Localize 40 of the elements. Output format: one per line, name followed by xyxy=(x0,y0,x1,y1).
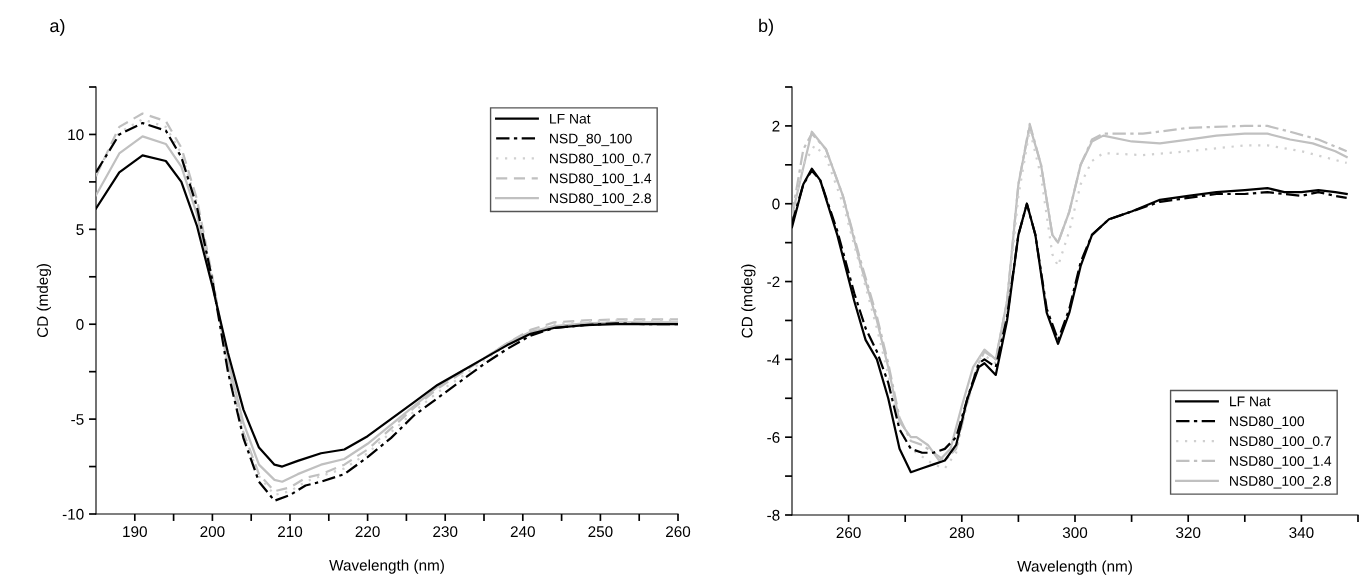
y-axis-title: CD (mdeg) xyxy=(36,264,51,338)
y-tick-label: 0 xyxy=(772,198,780,210)
y-tick-label: 2 xyxy=(772,120,780,132)
legend-label: NSD80_100_0.7 xyxy=(550,153,651,166)
legend-label: NSD80_100_1.4 xyxy=(550,173,652,186)
x-tick-label: 190 xyxy=(123,526,147,538)
y-tick-label: -10 xyxy=(62,508,84,520)
x-tick-label: 210 xyxy=(278,526,303,538)
y-tick-label: -5 xyxy=(71,414,84,425)
y-axis-title: CD (mdeg) xyxy=(741,264,756,338)
y-tick-label: -8 xyxy=(767,509,780,521)
legend-label: NSD80_100 xyxy=(1230,416,1305,429)
legend-label: NSD80_100_1.4 xyxy=(1230,456,1332,469)
x-tick-label: 260 xyxy=(836,527,861,539)
chart-title: b) xyxy=(759,18,773,36)
y-tick-label: 10 xyxy=(68,129,84,141)
x-tick-label: 250 xyxy=(588,526,613,538)
x-tick-label: 320 xyxy=(1176,527,1201,539)
x-axis-title: Wavelength (nm) xyxy=(329,559,444,574)
legend-label: NSD80_100_2.8 xyxy=(1230,476,1332,489)
x-tick-label: 220 xyxy=(355,526,380,538)
y-tick-label: -6 xyxy=(767,432,780,443)
legend-label: NSD_80_100 xyxy=(550,133,632,147)
y-tick-label: 0 xyxy=(76,319,84,330)
x-tick-label: 230 xyxy=(433,526,458,538)
legend-label: LF Nat xyxy=(1230,396,1271,407)
x-tick-label: 200 xyxy=(200,526,225,538)
legend-label: LF Nat xyxy=(550,113,591,124)
x-tick-label: 280 xyxy=(949,527,974,539)
legend-label: NSD80_100_2.8 xyxy=(550,193,652,206)
chart-title: a) xyxy=(50,18,65,36)
y-tick-label: -2 xyxy=(767,276,780,288)
x-tick-label: 240 xyxy=(510,526,535,538)
x-axis-title: Wavelength (nm) xyxy=(1017,560,1132,575)
y-tick-label: 5 xyxy=(76,224,84,236)
x-tick-label: 300 xyxy=(1062,527,1088,539)
x-tick-label: 340 xyxy=(1289,527,1314,539)
y-tick-label: -4 xyxy=(767,354,780,365)
x-tick-label: 260 xyxy=(666,526,691,538)
legend-label: NSD80_100_0.7 xyxy=(1230,436,1331,449)
